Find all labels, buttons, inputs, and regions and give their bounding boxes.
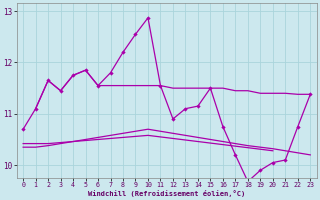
X-axis label: Windchill (Refroidissement éolien,°C): Windchill (Refroidissement éolien,°C) bbox=[88, 190, 245, 197]
